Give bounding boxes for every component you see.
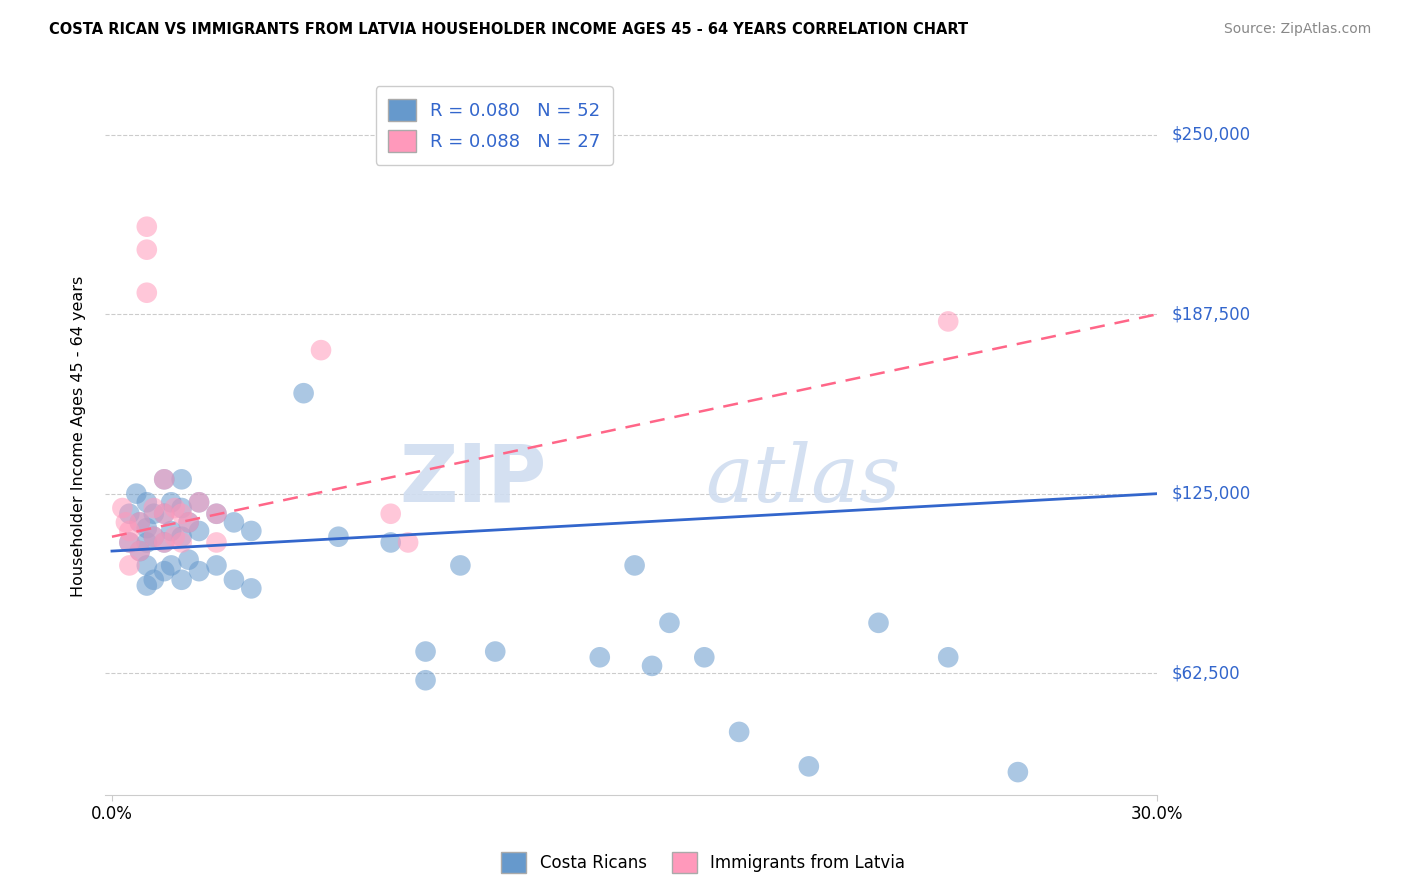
Point [118, 535, 141, 549]
Point [135, 243, 157, 257]
Text: ZIP: ZIP [399, 441, 547, 518]
Point [292, 386, 315, 401]
Text: $187,500: $187,500 [1171, 305, 1250, 323]
Point [205, 558, 228, 573]
Point [125, 486, 148, 500]
Point [380, 535, 402, 549]
Text: atlas: atlas [704, 441, 900, 518]
Point [396, 535, 419, 549]
Point [118, 507, 141, 521]
Point [163, 530, 186, 544]
Point [415, 644, 437, 658]
Point [188, 564, 211, 578]
Point [623, 558, 645, 573]
Point [309, 343, 332, 358]
Point [658, 615, 681, 630]
Text: $125,000: $125,000 [1171, 484, 1250, 503]
Point [170, 530, 193, 544]
Y-axis label: Householder Income Ages 45 - 64 years: Householder Income Ages 45 - 64 years [72, 276, 86, 597]
Point [111, 501, 134, 516]
Point [153, 535, 176, 549]
Point [135, 495, 157, 509]
Point [135, 535, 157, 549]
Point [177, 516, 200, 530]
Point [188, 524, 211, 538]
Point [135, 285, 157, 300]
Point [118, 558, 141, 573]
Text: COSTA RICAN VS IMMIGRANTS FROM LATVIA HOUSEHOLDER INCOME AGES 45 - 64 YEARS CORR: COSTA RICAN VS IMMIGRANTS FROM LATVIA HO… [49, 22, 969, 37]
Point [135, 578, 157, 592]
Point [153, 507, 176, 521]
Point [118, 535, 141, 549]
Point [153, 507, 176, 521]
Point [170, 535, 193, 549]
Point [205, 535, 228, 549]
Point [135, 521, 157, 535]
Point [177, 516, 200, 530]
Point [380, 507, 402, 521]
Point [135, 558, 157, 573]
Legend: Costa Ricans, Immigrants from Latvia: Costa Ricans, Immigrants from Latvia [495, 846, 911, 880]
Point [205, 507, 228, 521]
Point [415, 673, 437, 688]
Point [128, 516, 150, 530]
Point [484, 644, 506, 658]
Point [222, 573, 245, 587]
Point [170, 573, 193, 587]
Point [797, 759, 820, 773]
Point [589, 650, 612, 665]
Point [135, 219, 157, 234]
Point [170, 507, 193, 521]
Point [142, 530, 165, 544]
Point [128, 544, 150, 558]
Point [170, 472, 193, 486]
Point [142, 507, 165, 521]
Point [1007, 765, 1029, 780]
Point [641, 659, 664, 673]
Point [153, 535, 176, 549]
Point [728, 725, 751, 739]
Point [115, 516, 138, 530]
Point [222, 516, 245, 530]
Point [188, 495, 211, 509]
Point [240, 582, 263, 596]
Point [868, 615, 890, 630]
Point [128, 516, 150, 530]
Point [118, 524, 141, 538]
Point [142, 501, 165, 516]
Point [160, 558, 183, 573]
Point [177, 552, 200, 566]
Text: $62,500: $62,500 [1171, 664, 1240, 682]
Point [153, 472, 176, 486]
Text: $250,000: $250,000 [1171, 126, 1250, 144]
Text: Source: ZipAtlas.com: Source: ZipAtlas.com [1223, 22, 1371, 37]
Point [153, 564, 176, 578]
Point [693, 650, 716, 665]
Point [936, 650, 959, 665]
Point [160, 524, 183, 538]
Point [128, 544, 150, 558]
Point [328, 530, 350, 544]
Point [449, 558, 471, 573]
Point [153, 472, 176, 486]
Point [160, 495, 183, 509]
Point [142, 573, 165, 587]
Point [205, 507, 228, 521]
Point [240, 524, 263, 538]
Point [188, 495, 211, 509]
Point [142, 530, 165, 544]
Point [936, 314, 959, 328]
Point [163, 501, 186, 516]
Point [170, 501, 193, 516]
Legend: R = 0.080   N = 52, R = 0.088   N = 27: R = 0.080 N = 52, R = 0.088 N = 27 [375, 87, 613, 165]
